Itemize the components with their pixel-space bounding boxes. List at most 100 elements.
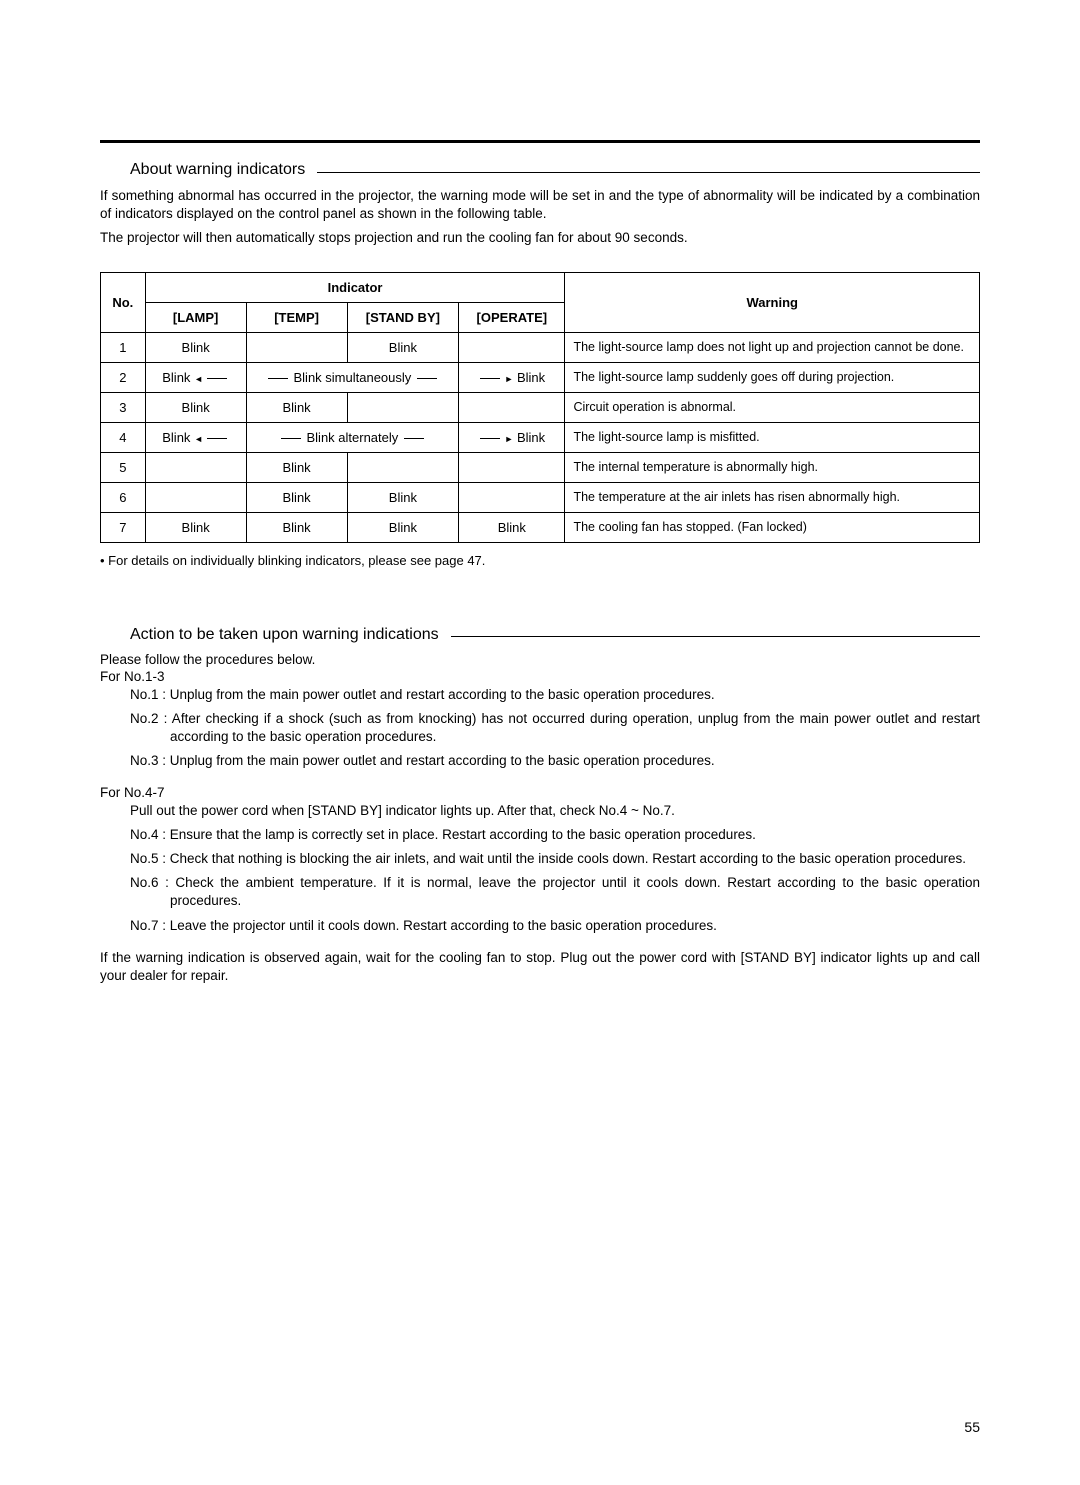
indicator-table-wrap: No. Indicator Warning [LAMP] [TEMP] [STA… (100, 272, 980, 543)
cell-standby: Blink (347, 332, 459, 362)
col-standby: [STAND BY] (347, 302, 459, 332)
intro-paragraph-1: If something abnormal has occurred in th… (100, 187, 980, 223)
procedures-block-4-7: For No.4-7 Pull out the power cord when … (100, 785, 980, 935)
arrow-right-icon (502, 370, 513, 385)
proc-line: No.5 : Check that nothing is blocking th… (170, 850, 980, 868)
arrow-left-icon (194, 430, 205, 445)
proc-line: No.3 : Unplug from the main power outlet… (170, 752, 980, 770)
cell-warning: The light-source lamp does not light up … (565, 332, 980, 362)
page-number: 55 (964, 1419, 980, 1435)
cell-no: 4 (101, 422, 146, 452)
line-icon (207, 378, 227, 379)
cell-warning: The cooling fan has stopped. (Fan locked… (565, 512, 980, 542)
table-row: 2 Blink Blink simultaneously Blink The l… (101, 362, 980, 392)
line-icon (281, 438, 301, 439)
blink-text: Blink (517, 430, 545, 445)
cell-lamp: Blink (145, 392, 246, 422)
cell-lamp: Blink (145, 362, 246, 392)
cell-temp (246, 332, 347, 362)
cell-no: 7 (101, 512, 146, 542)
blink-text: Blink (517, 370, 545, 385)
cell-warning: The internal temperature is abnormally h… (565, 452, 980, 482)
proc-line: No.6 : Check the ambient temperature. If… (170, 874, 980, 910)
cell-operate: Blink (459, 512, 565, 542)
arrow-left-icon (194, 370, 205, 385)
proc-line: No.1 : Unplug from the main power outlet… (170, 686, 980, 704)
cell-no: 2 (101, 362, 146, 392)
table-row: 3 Blink Blink Circuit operation is abnor… (101, 392, 980, 422)
line-icon (480, 438, 500, 439)
heading-rule (451, 636, 980, 637)
table-footnote: • For details on individually blinking i… (100, 553, 980, 568)
indicator-table: No. Indicator Warning [LAMP] [TEMP] [STA… (100, 272, 980, 543)
table-header-row-1: No. Indicator Warning (101, 272, 980, 302)
cell-lamp (145, 452, 246, 482)
cell-temp: Blink (246, 452, 347, 482)
cell-standby: Blink (347, 482, 459, 512)
proc-line: No.4 : Ensure that the lamp is correctly… (170, 826, 980, 844)
cell-operate (459, 452, 565, 482)
cell-operate (459, 392, 565, 422)
col-warning: Warning (565, 272, 980, 332)
for-4-7-label: For No.4-7 (100, 785, 980, 800)
table-row: 1 Blink Blink The light-source lamp does… (101, 332, 980, 362)
col-no: No. (101, 272, 146, 332)
cell-operate: Blink (459, 422, 565, 452)
cell-no: 5 (101, 452, 146, 482)
procedures-block-1-3: For No.1-3 No.1 : Unplug from the main p… (100, 669, 980, 771)
cell-simul: Blink simultaneously (246, 362, 459, 392)
blink-text: Blink (162, 430, 190, 445)
cell-standby: Blink (347, 512, 459, 542)
simul-text: Blink simultaneously (294, 370, 412, 385)
col-operate: [OPERATE] (459, 302, 565, 332)
col-indicator: Indicator (145, 272, 565, 302)
alt-text: Blink alternately (307, 430, 399, 445)
section-heading-actions: Action to be taken upon warning indicati… (130, 626, 980, 644)
cell-standby (347, 452, 459, 482)
cell-temp: Blink (246, 482, 347, 512)
table-row: 4 Blink Blink alternately Blink The ligh… (101, 422, 980, 452)
cell-operate: Blink (459, 362, 565, 392)
table-row: 7 Blink Blink Blink Blink The cooling fa… (101, 512, 980, 542)
proc-line: No.2 : After checking if a shock (such a… (170, 710, 980, 746)
heading-text: Action to be taken upon warning indicati… (130, 626, 439, 644)
line-icon (268, 378, 288, 379)
proc-line: Pull out the power cord when [STAND BY] … (130, 802, 980, 820)
cell-standby (347, 392, 459, 422)
cell-operate (459, 482, 565, 512)
closing-paragraph: If the warning indication is observed ag… (100, 949, 980, 985)
cell-no: 3 (101, 392, 146, 422)
table-row: 6 Blink Blink The temperature at the air… (101, 482, 980, 512)
line-icon (480, 378, 500, 379)
cell-warning: The light-source lamp suddenly goes off … (565, 362, 980, 392)
cell-warning: Circuit operation is abnormal. (565, 392, 980, 422)
cell-lamp: Blink (145, 512, 246, 542)
cell-temp: Blink (246, 512, 347, 542)
procedures-intro: Please follow the procedures below. (100, 652, 980, 667)
col-temp: [TEMP] (246, 302, 347, 332)
intro-paragraph-2: The projector will then automatically st… (100, 229, 980, 247)
cell-lamp (145, 482, 246, 512)
cell-warning: The temperature at the air inlets has ri… (565, 482, 980, 512)
cell-no: 6 (101, 482, 146, 512)
cell-lamp: Blink (145, 332, 246, 362)
cell-lamp: Blink (145, 422, 246, 452)
for-1-3-label: For No.1-3 (100, 669, 980, 684)
cell-alt: Blink alternately (246, 422, 459, 452)
line-icon (207, 438, 227, 439)
cell-temp: Blink (246, 392, 347, 422)
heading-rule (317, 172, 980, 173)
cell-warning: The light-source lamp is misfitted. (565, 422, 980, 452)
line-icon (417, 378, 437, 379)
table-row: 5 Blink The internal temperature is abno… (101, 452, 980, 482)
blink-text: Blink (162, 370, 190, 385)
arrow-right-icon (502, 430, 513, 445)
cell-operate (459, 332, 565, 362)
cell-no: 1 (101, 332, 146, 362)
heading-text: About warning indicators (130, 161, 305, 179)
col-lamp: [LAMP] (145, 302, 246, 332)
line-icon (404, 438, 424, 439)
top-divider (100, 140, 980, 143)
proc-line: No.7 : Leave the projector until it cool… (170, 917, 980, 935)
section-heading-warning-indicators: About warning indicators (130, 161, 980, 179)
